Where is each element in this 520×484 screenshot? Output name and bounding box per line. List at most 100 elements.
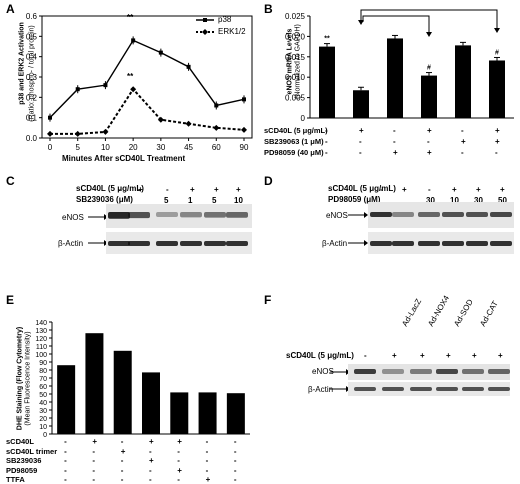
panel-a-erk-point — [74, 130, 81, 137]
panel-a-series-line-p38 — [49, 39, 245, 119]
panel-e-sign: - — [92, 446, 96, 456]
panel-d-sign: + — [452, 185, 457, 194]
panel-c-sign: + — [214, 185, 219, 194]
panel-e-bar — [198, 392, 217, 434]
panel-b-sign: - — [461, 126, 464, 135]
panel-c-enos-band — [180, 212, 202, 218]
panel-d-enos-band — [466, 212, 488, 217]
panel-f-enos-label: eNOS — [312, 367, 334, 376]
panel-e-sign: - — [205, 446, 209, 456]
panel-b-sign: - — [393, 137, 396, 146]
panel-b-arrowhead — [426, 32, 432, 37]
panel-e-sign: - — [64, 456, 67, 465]
panel-e-y-tick-label: 30 — [39, 408, 47, 415]
panel-a-legend-p38-marker — [203, 18, 207, 22]
panel-c-enos-band — [204, 212, 226, 218]
panel-c-actin-band — [108, 241, 130, 246]
panel-e-sign: - — [64, 446, 67, 456]
panel-f-row-label: sCD40L (5 μg/mL) — [286, 351, 354, 360]
panel-e-bar — [226, 393, 245, 434]
panel-a-x-tick-label: 20 — [129, 143, 138, 152]
panel-f-actin-band — [382, 387, 404, 391]
panel-label-d: D — [264, 174, 273, 188]
panel-f-sign: + — [498, 351, 503, 360]
panel-c-sign: - — [166, 185, 169, 194]
panel-e-row-label: TTFA — [6, 475, 25, 484]
panel-label-e: E — [6, 293, 15, 307]
panel-e-sign: - — [120, 475, 124, 484]
panel-b-sig-mark: # — [427, 65, 431, 72]
panel-a-legend-p38: p38 — [218, 15, 232, 24]
panel-e-y-tick-label: 130 — [35, 328, 47, 335]
panel-b-y-tick-label: 0.025 — [285, 12, 306, 21]
panel-e-bar — [142, 372, 160, 434]
panel-a-y-tick-label: 0.6 — [26, 12, 38, 21]
panel-e-y-tick-label: 50 — [39, 392, 47, 399]
panel-f-sign: - — [364, 351, 367, 360]
panel-e-sign: - — [233, 465, 237, 475]
panel-d-dose: 50 — [498, 196, 507, 205]
panel-d-actin-band — [418, 241, 440, 246]
panel-b-bracket-long — [360, 9, 498, 30]
panel-f-enos-band — [462, 369, 484, 374]
panel-b-sign: + — [427, 148, 432, 157]
panel-b-sig-mark: # — [495, 49, 499, 56]
panel-a-x-tick-label: 0 — [48, 143, 53, 152]
panel-e-sign: - — [233, 456, 237, 465]
panel-e-y-tick-label: 60 — [39, 384, 47, 391]
panel-d-enos-label: eNOS — [326, 211, 348, 220]
panel-f-enos-band — [436, 369, 458, 374]
panel-a-y-tick-label: 0.5 — [26, 32, 38, 41]
panel-b-sig-mark: ** — [324, 36, 330, 43]
panel-e-sign: - — [177, 446, 180, 456]
panel-e-row-label: SB239036 — [6, 456, 42, 465]
panel-b-sign: - — [359, 148, 362, 157]
panel-e-sign: - — [92, 475, 96, 484]
panel-b-y-tick-label: 0 — [301, 114, 306, 123]
panel-e-sign: + — [92, 437, 98, 446]
panel-c-enos-label: eNOS — [62, 213, 84, 222]
panel-d-row1-label: sCD40L (5 μg/mL) — [328, 184, 396, 193]
panel-a-sig-p38: ** — [127, 13, 134, 22]
panel-d-sign: + — [402, 185, 407, 194]
panel-e-y-tick-label: 90 — [39, 360, 47, 367]
panel-f-enos-band — [410, 369, 432, 374]
panel-d-sign: - — [380, 185, 383, 194]
panel-c-actin-band — [204, 241, 226, 246]
panel-f-actin-band — [410, 387, 432, 391]
panel-b-bar — [319, 46, 335, 118]
panel-e-sign: - — [92, 456, 96, 465]
panel-f-actin-band — [436, 387, 458, 391]
panel-b-y-tick-label: 0.010 — [285, 73, 306, 82]
panel-d-actin-label: β-Actin — [322, 239, 348, 248]
panel-e-y-tick-label: 110 — [36, 344, 47, 351]
panel-a-x-tick-label: 5 — [75, 143, 80, 152]
panel-b-row-label: sCD40L (5 μg/mL) — [264, 126, 328, 135]
panel-a-x-axis-label: Minutes After sCD40L Treatment — [62, 154, 186, 163]
panel-c-enos-band — [156, 212, 178, 218]
panel-e-sign: + — [177, 465, 182, 475]
panel-b-row-label: PD98059 (40 μM) — [264, 148, 324, 157]
panel-f-sign: + — [420, 351, 425, 360]
panel-d-sign: + — [500, 185, 505, 194]
panel-d-actin-band — [442, 241, 464, 246]
panel-a-legend-erk-marker — [202, 29, 208, 35]
panel-a-line-chart: 0.0 0.1 0.2 0.3 0.4 0.5 0.6 0 5 10 20 30 45 60 90 — [26, 12, 253, 152]
panel-f-actin-label: β-Actin — [308, 385, 334, 394]
panel-c-blot — [88, 204, 252, 254]
panel-e-bar — [113, 350, 132, 434]
panel-e-row-label: PD98059 — [6, 465, 38, 475]
panel-c-enos-band — [226, 212, 248, 218]
panel-f-sign: + — [446, 351, 451, 360]
panel-c-row2-label: SB239036 (μM) — [76, 195, 133, 204]
panel-a-legend-erk: ERK1/2 — [218, 27, 246, 36]
panel-e-y-tick-label: 120 — [35, 336, 47, 343]
panel-b-sign: - — [325, 126, 328, 135]
panel-e-sign: - — [120, 465, 124, 475]
panel-e-sign: + — [120, 446, 126, 456]
panel-d-actin-band — [370, 241, 392, 246]
panel-e-sign: - — [205, 465, 209, 475]
panel-d-enos-band — [392, 212, 414, 217]
